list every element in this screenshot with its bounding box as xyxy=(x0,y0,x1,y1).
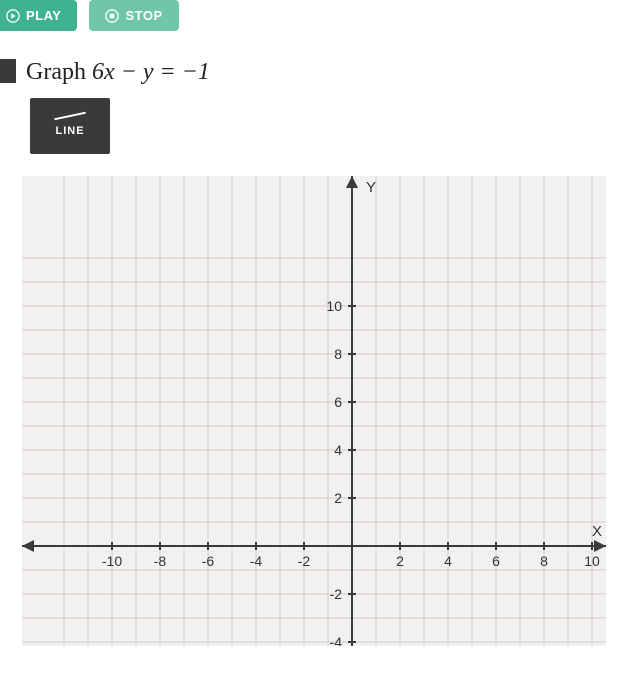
play-button[interactable]: PLAY xyxy=(0,0,77,31)
svg-text:X: X xyxy=(592,523,602,540)
svg-text:2: 2 xyxy=(334,490,342,506)
svg-text:-2: -2 xyxy=(298,553,311,569)
svg-text:2: 2 xyxy=(396,553,404,569)
equation-prefix: Graph xyxy=(26,59,92,85)
equation-body: 6x − y = −1 xyxy=(92,59,210,85)
line-tool-label: LINE xyxy=(55,125,84,137)
svg-text:6: 6 xyxy=(334,394,342,410)
stop-button[interactable]: STOP xyxy=(89,0,178,31)
question-marker xyxy=(0,59,16,83)
equation-text: Graph 6x − y = −1 xyxy=(26,59,210,86)
svg-text:8: 8 xyxy=(334,346,342,362)
graph-container: -10 -8 -6 -4 -2 2 4 6 8 10 -4 -2 2 4 6 8 10 Y X xyxy=(0,154,628,651)
svg-text:4: 4 xyxy=(334,442,342,458)
svg-text:-8: -8 xyxy=(154,553,167,569)
stop-label: STOP xyxy=(125,8,162,23)
svg-text:Y: Y xyxy=(366,179,376,196)
svg-text:-2: -2 xyxy=(330,586,343,602)
stop-icon xyxy=(105,9,119,23)
play-icon xyxy=(6,9,20,23)
svg-text:8: 8 xyxy=(540,553,548,569)
play-label: PLAY xyxy=(26,8,61,23)
tool-row: LINE xyxy=(0,86,628,154)
svg-text:4: 4 xyxy=(444,553,452,569)
svg-text:-10: -10 xyxy=(102,553,122,569)
svg-text:6: 6 xyxy=(492,553,500,569)
svg-text:10: 10 xyxy=(326,298,342,314)
svg-text:-6: -6 xyxy=(202,553,215,569)
svg-text:-4: -4 xyxy=(330,634,343,646)
line-tool-button[interactable]: LINE xyxy=(30,98,110,154)
top-toolbar: PLAY STOP xyxy=(0,0,628,41)
svg-text:-4: -4 xyxy=(250,553,263,569)
question-row: Graph 6x − y = −1 xyxy=(0,41,628,86)
line-icon xyxy=(54,112,86,121)
coordinate-plane[interactable]: -10 -8 -6 -4 -2 2 4 6 8 10 -4 -2 2 4 6 8 10 Y X xyxy=(22,176,606,646)
svg-text:10: 10 xyxy=(584,553,600,569)
